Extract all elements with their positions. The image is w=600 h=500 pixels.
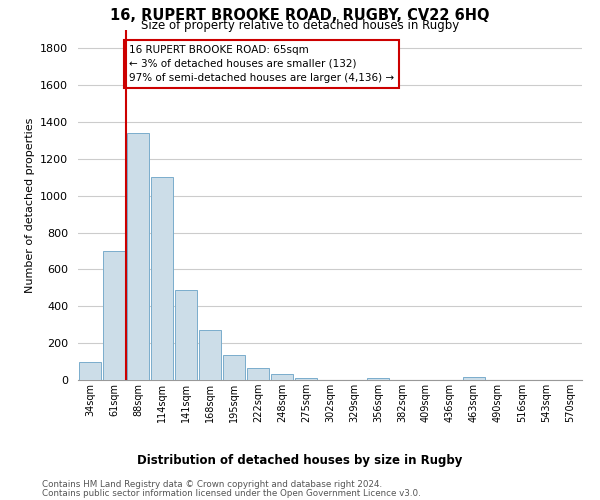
Text: 16, RUPERT BROOKE ROAD, RUGBY, CV22 6HQ: 16, RUPERT BROOKE ROAD, RUGBY, CV22 6HQ [110, 8, 490, 22]
Bar [79, 362, 101, 380]
Bar [151, 178, 173, 380]
Text: Contains HM Land Registry data © Crown copyright and database right 2024.: Contains HM Land Registry data © Crown c… [42, 480, 382, 489]
Text: Distribution of detached houses by size in Rugby: Distribution of detached houses by size … [137, 454, 463, 467]
Bar [103, 251, 125, 380]
Bar [199, 330, 221, 380]
Text: Contains public sector information licensed under the Open Government Licence v3: Contains public sector information licen… [42, 489, 421, 498]
Bar [223, 355, 245, 380]
Bar [295, 378, 317, 380]
Bar [127, 133, 149, 380]
Bar [463, 377, 485, 380]
Text: 16 RUPERT BROOKE ROAD: 65sqm
← 3% of detached houses are smaller (132)
97% of se: 16 RUPERT BROOKE ROAD: 65sqm ← 3% of det… [129, 44, 394, 82]
Bar [367, 378, 389, 380]
Bar [271, 374, 293, 380]
Bar [247, 368, 269, 380]
Text: Size of property relative to detached houses in Rugby: Size of property relative to detached ho… [141, 19, 459, 32]
Y-axis label: Number of detached properties: Number of detached properties [25, 118, 35, 292]
Bar [175, 290, 197, 380]
